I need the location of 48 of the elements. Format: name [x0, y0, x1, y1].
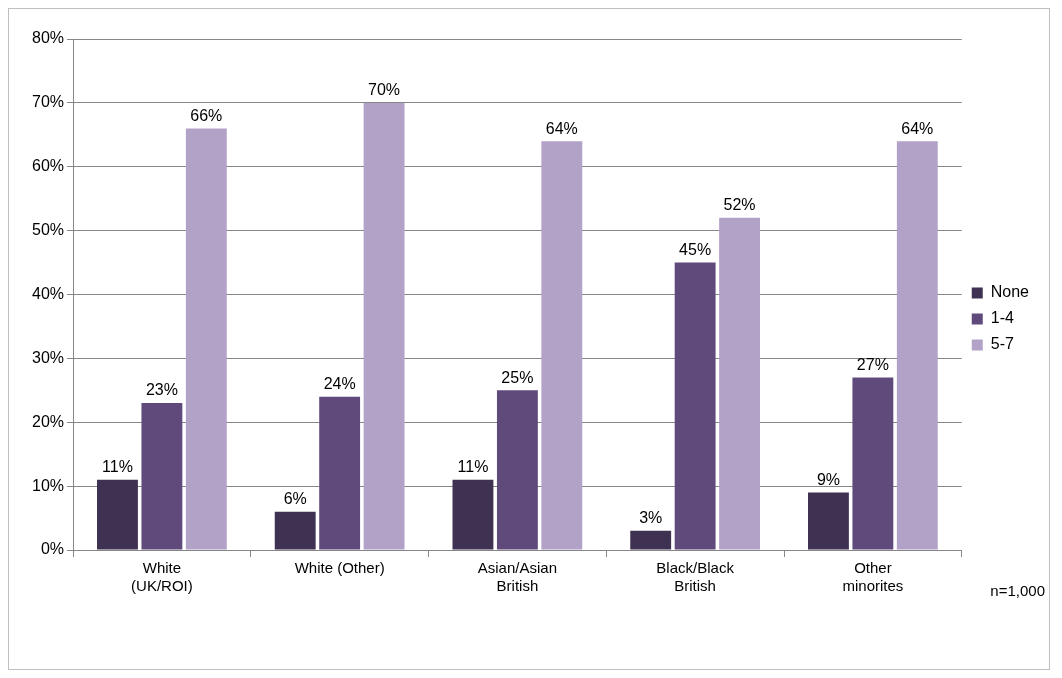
data-label: 24%: [323, 375, 356, 393]
bar: [719, 217, 761, 550]
bar: [852, 377, 894, 550]
data-label: 11%: [102, 458, 133, 476]
bar: [141, 403, 183, 550]
data-label: 9%: [816, 470, 840, 488]
data-label: 27%: [856, 355, 889, 373]
data-label: 45%: [679, 240, 712, 258]
data-label: 70%: [368, 81, 401, 99]
data-label: 64%: [901, 119, 934, 137]
y-tick-label: 40%: [31, 284, 65, 302]
x-tick-label: White (Other): [294, 559, 385, 577]
bar: [674, 262, 716, 550]
bar: [496, 390, 538, 550]
bar: [274, 511, 316, 550]
y-tick-label: 10%: [31, 476, 65, 494]
y-tick-label: 30%: [31, 348, 65, 366]
data-label: 6%: [283, 490, 307, 508]
data-label: 66%: [190, 106, 223, 124]
data-label: 64%: [545, 119, 578, 137]
bar: [319, 396, 361, 550]
y-tick-label: 80%: [31, 29, 65, 47]
data-label: 52%: [723, 196, 756, 214]
text: n=1,000: [990, 581, 1045, 599]
bar: [808, 492, 849, 550]
y-tick-label: 60%: [31, 157, 65, 175]
x-tick-label: Asian/Asian British: [477, 559, 557, 595]
legend-label: 1-4: [990, 309, 1014, 327]
data-label: 23%: [145, 381, 178, 399]
bar: [896, 141, 938, 550]
bar: [630, 530, 672, 550]
y-tick-label: 50%: [31, 221, 65, 239]
y-tick-label: 0%: [40, 540, 65, 558]
bar: [541, 141, 583, 550]
legend-label: 5-7: [990, 335, 1014, 353]
y-tick-label: 70%: [31, 93, 65, 111]
data-label: 3%: [639, 509, 663, 527]
bar: [452, 479, 494, 550]
x-tick-label: Other minorites: [842, 559, 904, 595]
y-tick-label: 20%: [31, 412, 65, 430]
bar: [97, 479, 138, 550]
x-tick-label: Black/Black British: [656, 559, 735, 595]
data-label: 11%: [457, 458, 489, 476]
data-label: 25%: [501, 368, 534, 386]
x-tick-label: White (UK/ROI): [131, 559, 193, 595]
legend-label: None: [990, 283, 1030, 301]
bar: [185, 128, 227, 550]
bar: [363, 102, 405, 550]
